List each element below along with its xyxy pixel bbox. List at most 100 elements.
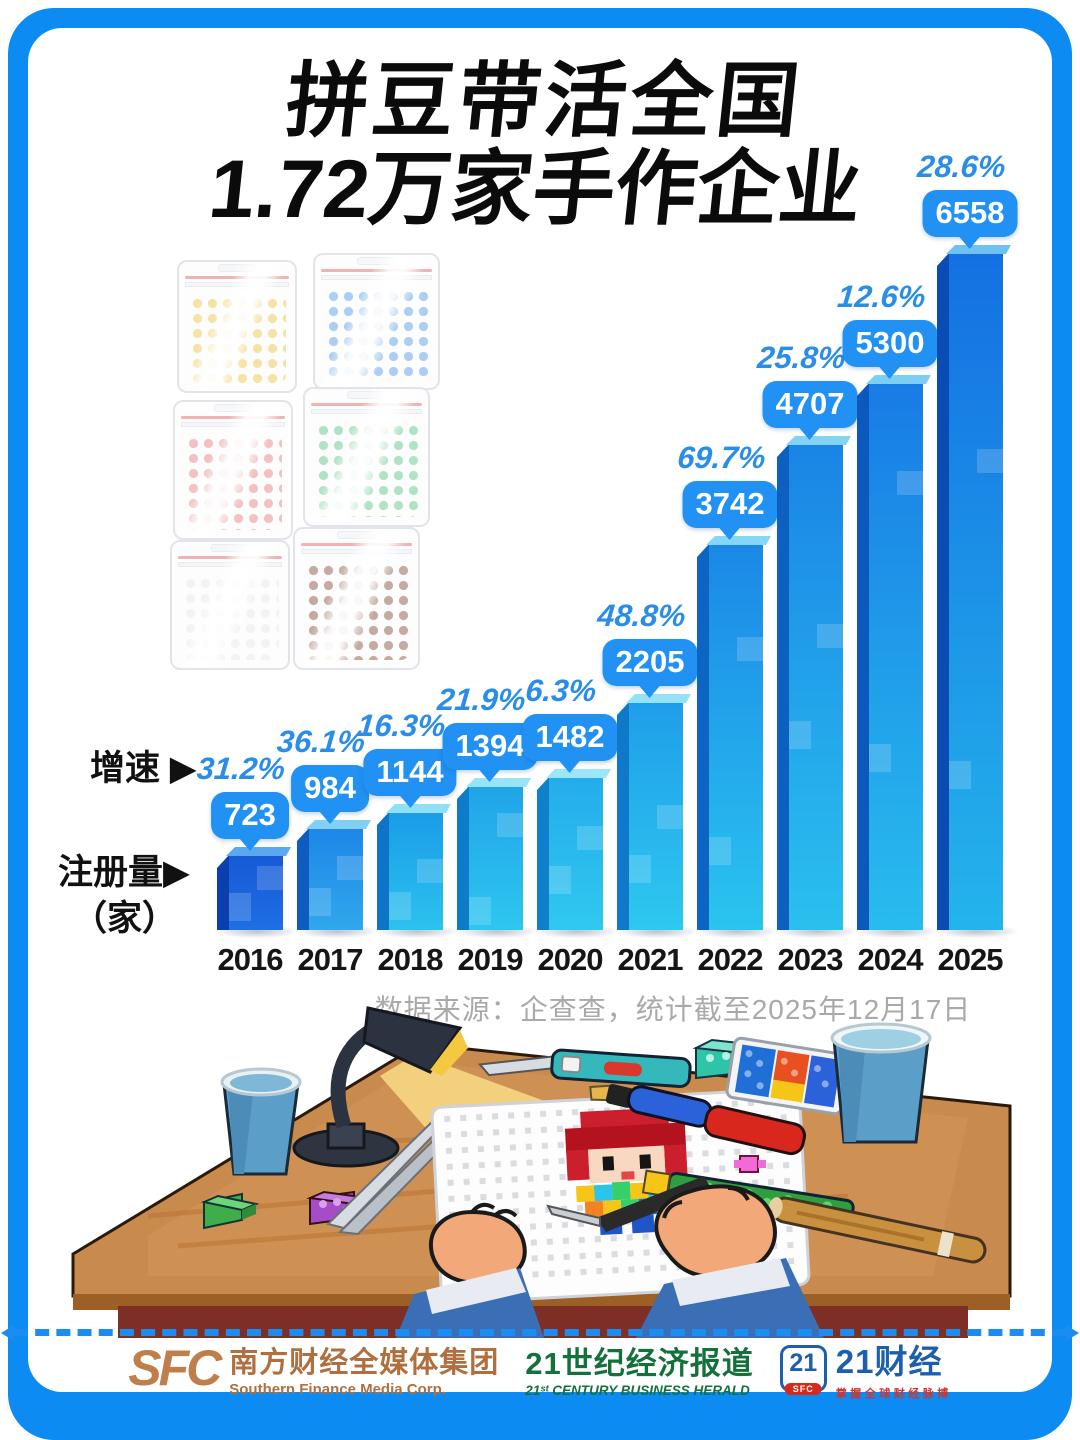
footer-logos: SFC 南方财经全媒体集团 Southern Finance Media Cor… bbox=[28, 1340, 1052, 1400]
bar-side-face bbox=[297, 828, 309, 930]
sfc-name-cn: 南方财经全媒体集团 bbox=[229, 1346, 500, 1379]
growth-label-2019: 21.9% bbox=[435, 682, 527, 717]
growth-label-2021: 48.8% bbox=[595, 598, 687, 633]
year-label-2025: 2025 bbox=[937, 942, 1004, 977]
bar-2017 bbox=[291, 828, 383, 939]
bead-bag-white bbox=[170, 540, 290, 670]
bar-top-face bbox=[786, 436, 851, 445]
growth-label-2017: 36.1% bbox=[275, 724, 367, 759]
value-badge-2021: 2205 bbox=[602, 639, 698, 698]
axis-label-registration: 注册量▶ （家） bbox=[58, 850, 190, 941]
year-label-2023: 2023 bbox=[777, 942, 844, 977]
dashed-separator bbox=[1, 1325, 1079, 1341]
year-label-2022: 2022 bbox=[697, 942, 764, 977]
bar-side-face bbox=[377, 812, 389, 930]
value-badge-2019: 1394 bbox=[442, 723, 538, 782]
bar-column-2017: 36.1% 984 2017 bbox=[276, 218, 383, 977]
bar-top-face bbox=[546, 769, 611, 778]
bar-side-face bbox=[537, 777, 549, 930]
bar-column-2019: 21.9% 1394 2019 bbox=[436, 218, 543, 977]
axis-label-growth: 增速 ▶ bbox=[90, 749, 197, 788]
bar-side-face bbox=[777, 444, 789, 930]
bar-side-face bbox=[857, 383, 869, 930]
bead-bag-blue bbox=[313, 253, 440, 390]
bead-bags-photo bbox=[168, 248, 478, 698]
bead-tray bbox=[725, 1036, 851, 1116]
growth-label-2023: 25.8% bbox=[755, 340, 847, 375]
year-label-2019: 2019 bbox=[457, 942, 524, 977]
bar-side-face bbox=[617, 702, 629, 930]
pen bbox=[589, 1084, 806, 1156]
bar-top-face bbox=[466, 778, 531, 787]
bar-chart: 31.2% 723 2016 36.1% 984 2017 16.3% 1144 2018 21.… bbox=[196, 149, 1023, 977]
bar-column-2020: 6.3% 1482 2020 bbox=[522, 218, 623, 977]
year-label-2018: 2018 bbox=[377, 942, 444, 977]
value-badge-2023: 4707 bbox=[762, 381, 858, 440]
growth-label-2024: 12.6% bbox=[835, 279, 927, 314]
right-hand bbox=[546, 1176, 824, 1338]
axis-label-registration-text: 注册量▶ bbox=[58, 853, 190, 892]
bar-side-face bbox=[937, 253, 949, 930]
cj-21-badge: 21 SFC bbox=[779, 1344, 827, 1395]
cj-badge-number: 21 bbox=[789, 1348, 818, 1377]
sfc-logo: SFC bbox=[128, 1340, 222, 1396]
bead-bag-brown bbox=[293, 527, 420, 670]
bar-top-face bbox=[386, 804, 451, 813]
bar-side-face bbox=[457, 786, 469, 930]
year-label-2021: 2021 bbox=[617, 942, 684, 977]
bar-2020 bbox=[531, 777, 623, 939]
bead-bag-green bbox=[303, 387, 430, 527]
bar-top-face bbox=[706, 536, 771, 545]
bar-2021 bbox=[611, 702, 703, 939]
growth-label-2016: 31.2% bbox=[195, 751, 287, 786]
bar-column-2021: 48.8% 2205 2021 bbox=[596, 218, 703, 977]
value-badge-2018: 1144 bbox=[363, 749, 457, 808]
growth-label-2022: 69.7% bbox=[675, 440, 767, 475]
cj-logo-group: 21 SFC 21财经 掌握全球财经脉搏 bbox=[779, 1335, 952, 1401]
year-label-2016: 2016 bbox=[217, 942, 284, 977]
cj-badge-sub: SFC bbox=[784, 1382, 822, 1395]
bar-column-2024: 12.6% 5300 2024 bbox=[836, 218, 943, 977]
herald-name-cn: 21世纪经济报道 bbox=[525, 1346, 754, 1381]
growth-label-2018: 16.3% bbox=[355, 708, 447, 743]
bar-column-2023: 25.8% 4707 2023 bbox=[756, 218, 863, 977]
bar-2024 bbox=[851, 383, 943, 939]
page-title: 拼豆带活全国 1.72万家手作企业 bbox=[19, 56, 1061, 235]
bar-column-2016: 31.2% 723 2016 bbox=[196, 218, 303, 977]
left-hand bbox=[396, 1202, 544, 1338]
value-badge-2020: 1482 bbox=[522, 714, 618, 773]
year-label-2024: 2024 bbox=[857, 942, 924, 977]
bar-2025 bbox=[931, 253, 1023, 939]
bar-2019 bbox=[451, 786, 543, 939]
herald-name-en: 21ˢᵗ CENTURY BUSINESS HERALD bbox=[525, 1383, 750, 1398]
bar-top-face bbox=[946, 245, 1011, 254]
bar-2023 bbox=[771, 444, 863, 939]
bar-top-face bbox=[226, 847, 291, 856]
growth-label-2020: 6.3% bbox=[524, 673, 598, 708]
cj-name: 21财经 bbox=[835, 1343, 943, 1380]
year-label-2020: 2020 bbox=[537, 942, 604, 977]
bar-top-face bbox=[626, 694, 691, 703]
value-badge-2024: 5300 bbox=[842, 320, 938, 379]
content-card: 拼豆带活全国 1.72万家手作企业 31.2% 723 2016 36.1% 984 20… bbox=[28, 28, 1052, 1392]
bead-bag-red bbox=[173, 400, 293, 540]
bar-column-2018: 16.3% 1144 2018 bbox=[356, 218, 463, 977]
bar-column-2022: 69.7% 3742 2022 bbox=[676, 218, 783, 977]
data-source-note: 数据来源：企查查，统计截至2025年12月17日 bbox=[374, 994, 972, 1025]
bar-column-2025: 28.6% 6558 2025 bbox=[916, 149, 1023, 977]
bar-side-face bbox=[697, 544, 709, 930]
value-badge-2022: 3742 bbox=[682, 481, 778, 540]
title-line1: 拼豆带活全国 bbox=[281, 56, 808, 147]
bar-2018 bbox=[371, 812, 463, 939]
bar-2022 bbox=[691, 544, 783, 939]
bar-top-face bbox=[306, 820, 371, 829]
axis-label-registration-unit: （家） bbox=[72, 898, 178, 938]
value-badge-2016: 723 bbox=[211, 792, 289, 851]
green-bead-cube bbox=[200, 1192, 260, 1230]
value-badge-2017: 984 bbox=[291, 765, 369, 824]
bead-bag-yellow bbox=[177, 260, 297, 393]
bar-top-face bbox=[866, 375, 931, 384]
pink-bead bbox=[734, 1155, 766, 1173]
herald-logo-group: 21世纪经济报道 21ˢᵗ CENTURY BUSINESS HERALD bbox=[525, 1338, 753, 1398]
